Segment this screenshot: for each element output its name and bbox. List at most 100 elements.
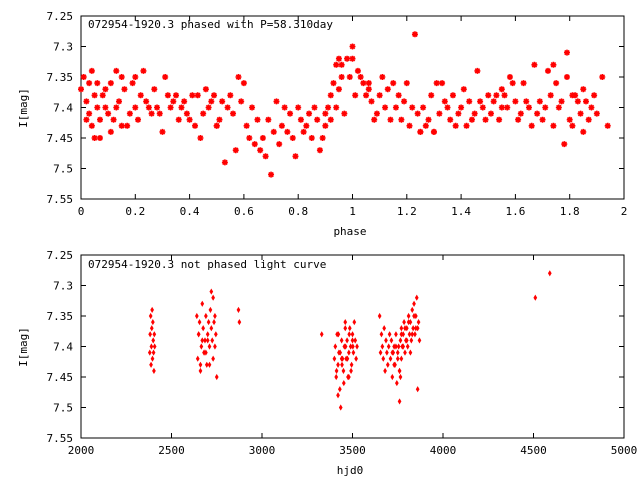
data-point — [146, 105, 152, 111]
data-point — [222, 159, 228, 165]
data-point — [227, 92, 233, 98]
data-point — [569, 123, 575, 129]
data-point — [100, 92, 106, 98]
data-point — [580, 86, 586, 92]
data-point — [184, 111, 190, 117]
data-point — [578, 111, 584, 117]
data-point — [428, 92, 434, 98]
data-point — [442, 98, 448, 104]
data-point — [273, 98, 279, 104]
data-point — [181, 98, 187, 104]
data-point — [358, 74, 364, 80]
data-point — [404, 80, 410, 86]
data-point — [89, 68, 95, 74]
data-point — [350, 56, 356, 62]
data-point — [556, 105, 562, 111]
data-point — [170, 98, 176, 104]
data-point — [450, 92, 456, 98]
data-point — [192, 123, 198, 129]
data-point — [564, 50, 570, 56]
data-point — [271, 129, 277, 135]
data-point — [447, 117, 453, 123]
data-point — [320, 135, 326, 141]
data-point — [140, 68, 146, 74]
data-point — [453, 123, 459, 129]
data-point — [113, 68, 119, 74]
data-point — [325, 105, 331, 111]
data-point — [580, 129, 586, 135]
data-point — [531, 62, 537, 68]
y-tick-label: 7.55 — [47, 193, 74, 206]
x-axis-label: hjd0 — [337, 464, 364, 477]
data-point — [279, 123, 285, 129]
data-point — [474, 68, 480, 74]
data-point — [605, 123, 611, 129]
data-point — [265, 117, 271, 123]
data-point — [374, 111, 380, 117]
data-point — [92, 135, 98, 141]
data-point — [108, 80, 114, 86]
x-tick-label: 0.8 — [288, 205, 308, 218]
data-point — [306, 111, 312, 117]
data-point — [173, 92, 179, 98]
data-point — [583, 98, 589, 104]
data-point — [311, 105, 317, 111]
data-point — [187, 117, 193, 123]
y-tick-label: 7.3 — [53, 41, 73, 54]
data-point — [303, 123, 309, 129]
data-point — [317, 147, 323, 153]
data-point — [545, 68, 551, 74]
data-point — [230, 111, 236, 117]
data-point — [330, 80, 336, 86]
data-point — [393, 105, 399, 111]
y-tick-label: 7.3 — [53, 280, 73, 293]
x-tick-label: 3500 — [339, 444, 366, 457]
data-point — [542, 105, 548, 111]
data-point — [111, 117, 117, 123]
x-tick-label: 1 — [349, 205, 356, 218]
data-point — [287, 111, 293, 117]
y-tick-label: 7.25 — [47, 249, 74, 262]
data-point — [407, 123, 413, 129]
data-point — [83, 98, 89, 104]
data-point — [151, 86, 157, 92]
y-tick-label: 7.5 — [53, 163, 73, 176]
x-tick-label: 2000 — [68, 444, 95, 457]
y-tick-label: 7.4 — [53, 341, 73, 354]
data-point — [480, 105, 486, 111]
data-point — [388, 117, 394, 123]
x-tick-label: 4000 — [430, 444, 457, 457]
data-point — [336, 86, 342, 92]
data-point — [599, 74, 605, 80]
data-point — [472, 111, 478, 117]
data-point — [412, 31, 418, 37]
data-point — [124, 123, 130, 129]
data-point — [594, 111, 600, 117]
data-point — [282, 105, 288, 111]
data-point — [537, 98, 543, 104]
y-tick-label: 7.45 — [47, 371, 74, 384]
data-point — [575, 98, 581, 104]
data-point — [105, 111, 111, 117]
data-point — [154, 105, 160, 111]
data-point — [469, 117, 475, 123]
data-point — [119, 123, 125, 129]
data-point — [377, 92, 383, 98]
data-point — [127, 111, 133, 117]
data-point — [564, 74, 570, 80]
data-point — [567, 117, 573, 123]
data-point — [83, 117, 89, 123]
data-point — [290, 135, 296, 141]
y-axis-label: I[mag] — [17, 88, 30, 128]
data-point — [466, 98, 472, 104]
data-point — [396, 92, 402, 98]
plot-title: 072954-1920.3 not phased light curve — [88, 258, 326, 271]
data-point — [233, 147, 239, 153]
x-tick-label: 0.2 — [125, 205, 145, 218]
y-tick-label: 7.45 — [47, 132, 74, 145]
data-point — [355, 68, 361, 74]
data-point — [216, 117, 222, 123]
data-point — [561, 141, 567, 147]
y-tick-label: 7.5 — [53, 402, 73, 415]
